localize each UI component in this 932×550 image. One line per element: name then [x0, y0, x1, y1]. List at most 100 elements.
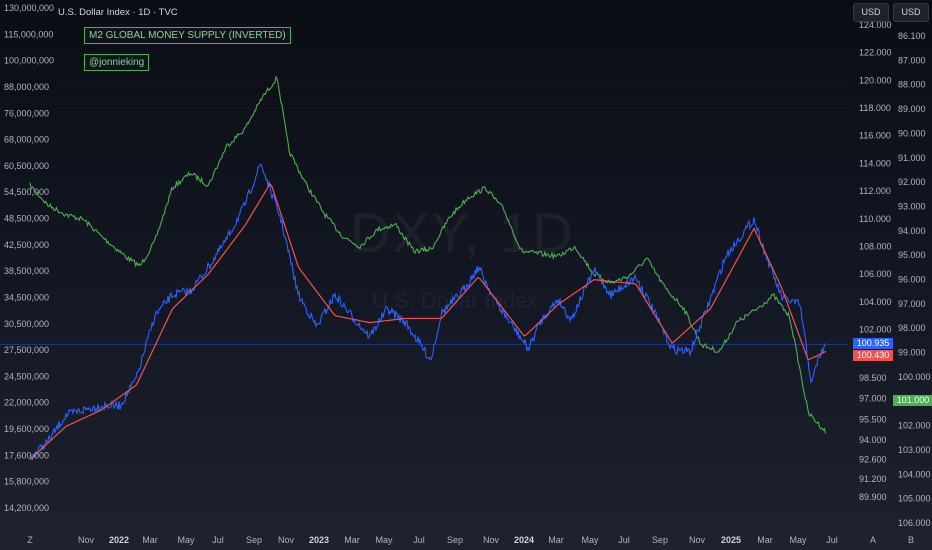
x-axis-label: May — [789, 535, 807, 545]
watermark-name: U.S. Dollar Index — [372, 288, 539, 313]
x-axis-label: A — [870, 535, 876, 545]
x-axis-label: B — [908, 535, 914, 545]
left-axis-label: 24,500,000 — [4, 371, 49, 381]
right-axis-label: 105.000 — [898, 494, 931, 504]
left-axis-label: 115,000,000 — [4, 29, 53, 39]
right-axis-label: 90.000 — [898, 128, 926, 138]
right-axis-label: 95.000 — [898, 250, 926, 260]
left-axis-label: 34,500,000 — [4, 292, 49, 302]
x-axis-label: Nov — [78, 535, 95, 545]
currency-button-right[interactable]: USD — [893, 3, 929, 22]
right-axis-label: 104.000 — [898, 469, 931, 479]
right-axis-label: 91.000 — [898, 153, 926, 163]
x-axis-label: Jul — [826, 535, 838, 545]
x-axis-label: Mar — [548, 535, 564, 545]
right-axis-label: 89.000 — [898, 104, 926, 114]
left-axis-label: 30,500,000 — [4, 319, 49, 329]
dxy-price-tag: 100.935 — [853, 338, 893, 350]
x-axis-label: 2025 — [721, 535, 741, 545]
left-axis-label: 76,000,000 — [4, 108, 49, 118]
left-axis-label: 48,500,000 — [4, 214, 49, 224]
series-layer — [29, 75, 827, 461]
mid-axis-label: 118.000 — [859, 103, 891, 113]
x-axis-label: 2022 — [109, 535, 129, 545]
x-axis-label: 2024 — [514, 535, 534, 545]
right-axis-label: 99.000 — [898, 348, 926, 358]
mid-axis-label: 95.500 — [859, 414, 887, 424]
left-axis-label: 14,200,000 — [4, 503, 49, 513]
mid-axis-label: 122.000 — [859, 48, 892, 58]
left-axis-label: 15,800,000 — [4, 477, 49, 487]
mid-axis: 124.000 122.000 120.000 118.000 116.000 114.0… — [859, 20, 892, 502]
left-axis-label: 68,000,000 — [4, 135, 49, 145]
left-axis-label: 100,000,000 — [4, 56, 54, 66]
x-axis-label: Mar — [344, 535, 360, 545]
x-axis-label: Sep — [652, 535, 668, 545]
series-dxy-line — [29, 163, 827, 460]
left-axis-label: 130,000,000 — [4, 3, 54, 13]
right-axis-label: 87.000 — [898, 55, 926, 65]
x-axis-label: Jul — [212, 535, 224, 545]
x-axis-label: Sep — [246, 535, 262, 545]
mid-axis-label: 92.600 — [859, 455, 887, 465]
mid-axis-label: 106.000 — [859, 269, 892, 279]
x-axis-label: Sep — [447, 535, 463, 545]
left-axis-label: 42,500,000 — [4, 240, 49, 250]
left-axis-label: 54,500,000 — [4, 187, 49, 197]
right-axis-label: 97.000 — [898, 299, 926, 309]
x-axis-label: May — [375, 535, 393, 545]
x-axis-label: May — [177, 535, 195, 545]
m2-price-tag: 101.000 — [893, 394, 932, 406]
series-ma-line — [29, 182, 827, 461]
mid-axis-label: 120.000 — [859, 75, 892, 85]
x-axis-label: Mar — [142, 535, 158, 545]
right-axis-label: 98.000 — [898, 323, 926, 333]
mid-axis-label: 114.000 — [859, 158, 891, 168]
mid-axis-label: 110.000 — [859, 214, 891, 224]
mid-axis-label: 112.000 — [859, 186, 891, 196]
left-axis-label: 22,000,000 — [4, 398, 49, 408]
left-axis-label: 27,500,000 — [4, 345, 49, 355]
x-axis-label: Nov — [689, 535, 706, 545]
series-m2-line — [29, 75, 827, 434]
right-axis-label: 100.000 — [898, 372, 931, 382]
grid — [56, 24, 848, 498]
mid-axis-label: 97.000 — [859, 394, 887, 404]
mid-axis-label: 91.200 — [859, 474, 887, 484]
x-axis-label: Jul — [618, 535, 630, 545]
x-axis-label: 2023 — [309, 535, 329, 545]
x-axis-label: Nov — [483, 535, 500, 545]
x-axis-label: May — [581, 535, 599, 545]
right-axis-label: 96.000 — [898, 275, 926, 285]
x-axis-label: Nov — [278, 535, 295, 545]
right-axis-label: 93.000 — [898, 201, 926, 211]
right-axis-label: 106.000 — [898, 518, 931, 528]
left-axis-label: 38,500,000 — [4, 266, 49, 276]
mid-axis-label: 124.000 — [859, 20, 892, 30]
chart-title[interactable]: U.S. Dollar Index · 1D · TVC — [58, 7, 178, 18]
mid-axis-label: 94.000 — [859, 435, 887, 445]
watermark-symbol: DXY, 1D — [350, 201, 575, 264]
left-axis-label: 60,500,000 — [4, 161, 49, 171]
mid-axis-label: 116.000 — [859, 131, 891, 141]
currency-button-mid[interactable]: USD — [853, 3, 889, 22]
right-axis-label: 94.000 — [898, 226, 926, 236]
mid-axis-label: 104.000 — [859, 297, 892, 307]
right-axis-label: 103.000 — [898, 445, 931, 455]
right-axis-label: 88.000 — [898, 80, 926, 90]
left-axis-label: 88,000,000 — [4, 82, 49, 92]
legend-series-label[interactable]: M2 GLOBAL MONEY SUPPLY (INVERTED) — [84, 27, 291, 44]
x-axis-label: Mar — [757, 535, 773, 545]
mid-axis-label: 108.000 — [859, 241, 892, 251]
right-axis: 86.100 87.000 88.000 89.000 90.000 91.000 92.0… — [898, 31, 931, 528]
left-axis: 130,000,000 115,000,000 100,000,000 88,000,… — [4, 3, 54, 513]
mid-axis-label: 98.500 — [859, 373, 887, 383]
legend-author[interactable]: @jonnieking — [84, 54, 150, 71]
mid-axis-label: 89.900 — [859, 492, 887, 502]
x-axis-label: Z — [27, 535, 33, 545]
mid-axis-label: 102.000 — [859, 325, 892, 335]
right-axis-label: 86.100 — [898, 31, 926, 41]
left-axis-label: 19,600,000 — [4, 424, 49, 434]
